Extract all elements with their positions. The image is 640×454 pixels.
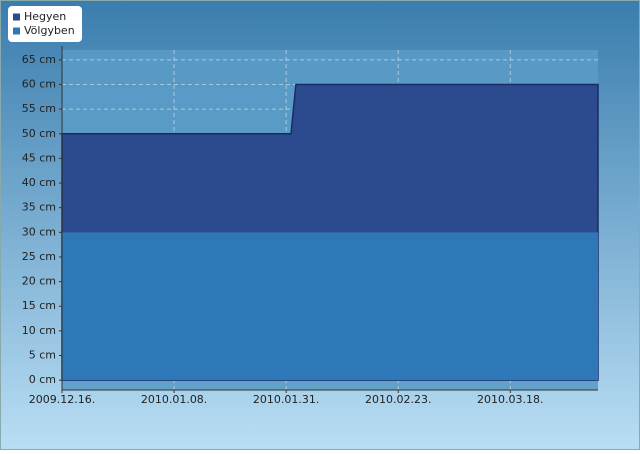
x-tick-label: 2010.03.18. [477, 393, 543, 406]
legend-label: Hegyen [24, 10, 66, 23]
legend-swatch [13, 27, 20, 35]
area [62, 232, 598, 381]
x-tick-label: 2010.02.23. [365, 393, 431, 406]
x-tick-label: 2009.12.16. [29, 393, 95, 406]
legend-swatch [13, 13, 20, 21]
legend-box [8, 6, 82, 42]
y-tick-label: 25 cm [22, 250, 56, 263]
y-tick-label: 5 cm [29, 349, 56, 362]
x-tick-label: 2010.01.31. [253, 393, 319, 406]
y-tick-label: 0 cm [29, 373, 56, 386]
y-tick-label: 20 cm [22, 275, 56, 288]
legend-label: Völgyben [24, 24, 75, 37]
y-tick-label: 10 cm [22, 324, 56, 337]
y-tick-label: 30 cm [22, 225, 56, 238]
y-tick-label: 15 cm [22, 299, 56, 312]
y-tick-label: 45 cm [22, 151, 56, 164]
x-tick-label: 2010.01.08. [141, 393, 207, 406]
y-tick-label: 60 cm [22, 77, 56, 90]
y-tick-label: 35 cm [22, 201, 56, 214]
y-tick-label: 40 cm [22, 176, 56, 189]
y-tick-label: 65 cm [22, 53, 56, 66]
y-tick-label: 55 cm [22, 102, 56, 115]
y-tick-label: 50 cm [22, 127, 56, 140]
